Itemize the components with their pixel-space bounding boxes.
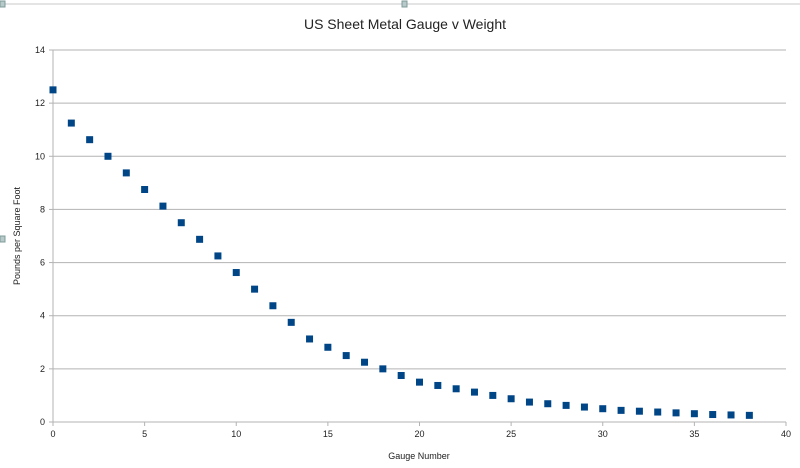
gridlines (53, 49, 786, 423)
x-tick-label: 15 (323, 429, 333, 439)
y-tick-label: 0 (40, 417, 45, 427)
data-point (177, 219, 185, 227)
data-point (361, 358, 369, 366)
data-point (251, 285, 259, 293)
y-axis-label: Pounds per Square Foot (12, 186, 22, 285)
y-tick-labels: 0 2 4 6 8 10 12 14 (35, 45, 45, 427)
y-tick-label: 2 (40, 364, 45, 374)
data-point (544, 400, 552, 408)
data-point (67, 119, 75, 127)
resize-handle-mid-left[interactable] (0, 235, 6, 243)
data-point (690, 410, 698, 418)
data-point (470, 388, 478, 396)
data-point (434, 381, 442, 389)
x-tick-label: 20 (414, 429, 424, 439)
y-tick-label: 14 (35, 45, 45, 55)
data-point (654, 408, 662, 416)
data-point (745, 411, 753, 419)
data-point (709, 411, 717, 419)
x-tick-label: 0 (50, 429, 55, 439)
data-point (727, 411, 735, 419)
data-point (196, 235, 204, 243)
data-point (86, 136, 94, 144)
data-point (324, 343, 332, 351)
y-tick-label: 6 (40, 258, 45, 268)
data-point (342, 352, 350, 360)
x-tick-label: 10 (231, 429, 241, 439)
data-point (232, 269, 240, 277)
data-points (49, 86, 753, 419)
data-point (507, 395, 515, 403)
data-point (397, 372, 405, 379)
x-tick-label: 35 (689, 429, 699, 439)
data-point (379, 365, 387, 373)
y-tick-label: 12 (35, 98, 45, 108)
chart-title: US Sheet Metal Gauge v Weight (304, 16, 506, 32)
x-axis-label: Gauge Number (388, 451, 450, 461)
y-tick-label: 4 (40, 311, 45, 321)
resize-handle-top-left[interactable] (0, 0, 6, 8)
data-point (141, 186, 149, 193)
data-point (525, 398, 533, 406)
x-tick-labels: 0 5 10 15 20 25 30 35 40 (50, 429, 791, 439)
data-point (580, 403, 588, 411)
data-point (416, 378, 423, 386)
data-point (214, 252, 222, 260)
data-point (562, 401, 570, 409)
y-tick-label: 10 (35, 151, 45, 161)
x-tick-label: 25 (506, 429, 516, 439)
data-point (122, 169, 130, 177)
data-point (159, 202, 167, 210)
data-point (287, 318, 295, 326)
data-point (599, 405, 607, 413)
data-point (104, 152, 112, 160)
x-tick-label: 30 (598, 429, 608, 439)
data-point (452, 385, 460, 393)
x-tick-label: 40 (781, 429, 791, 439)
x-tick-label: 5 (142, 429, 147, 439)
data-point (49, 86, 57, 94)
y-tick-label: 8 (40, 204, 45, 214)
data-point (269, 302, 277, 310)
data-point (489, 391, 497, 399)
data-point (306, 335, 314, 343)
data-point (617, 406, 625, 414)
data-point (635, 407, 643, 415)
axes (49, 49, 787, 426)
resize-handle-top-center[interactable] (401, 0, 408, 8)
data-point (672, 409, 680, 417)
